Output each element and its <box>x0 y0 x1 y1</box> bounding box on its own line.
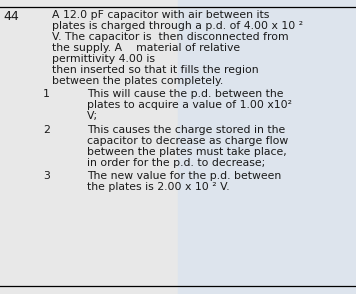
Text: The new value for the p.d. between: The new value for the p.d. between <box>87 171 282 181</box>
Text: 2: 2 <box>43 125 49 135</box>
Text: plates to acquire a value of 1.00 x10²: plates to acquire a value of 1.00 x10² <box>87 100 292 110</box>
Text: the plates is 2.00 x 10 ² V.: the plates is 2.00 x 10 ² V. <box>87 183 230 193</box>
Text: This will cause the p.d. between the: This will cause the p.d. between the <box>87 89 284 99</box>
Text: permittivity 4.00 is: permittivity 4.00 is <box>52 54 155 64</box>
Text: between the plates completely.: between the plates completely. <box>52 76 223 86</box>
Text: in order for the p.d. to decrease;: in order for the p.d. to decrease; <box>87 158 266 168</box>
Text: then inserted so that it fills the region: then inserted so that it fills the regio… <box>52 65 258 75</box>
Text: the supply. A    material of relative: the supply. A material of relative <box>52 43 240 53</box>
Text: 44: 44 <box>4 10 19 23</box>
Text: A 12.0 pF capacitor with air between its: A 12.0 pF capacitor with air between its <box>52 10 269 20</box>
Text: between the plates must take place,: between the plates must take place, <box>87 147 287 157</box>
Text: 3: 3 <box>43 171 49 181</box>
Text: plates is charged through a p.d. of 4.00 x 10 ²: plates is charged through a p.d. of 4.00… <box>52 21 303 31</box>
Bar <box>0 0 178 294</box>
Bar <box>178 0 356 294</box>
Text: V;: V; <box>87 111 98 121</box>
Text: This causes the charge stored in the: This causes the charge stored in the <box>87 125 286 135</box>
Text: V. The capacitor is  then disconnected from: V. The capacitor is then disconnected fr… <box>52 32 288 42</box>
Text: capacitor to decrease as charge flow: capacitor to decrease as charge flow <box>87 136 288 146</box>
Text: 1: 1 <box>43 89 49 99</box>
